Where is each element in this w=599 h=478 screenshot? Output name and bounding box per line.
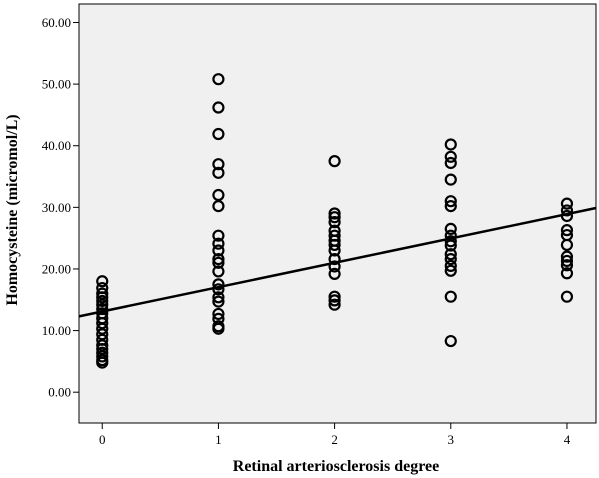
data-point (328, 294, 341, 307)
data-point (444, 290, 457, 303)
y-tick-label: 30.00 (42, 200, 71, 215)
y-axis-title: Homocysteine (micromol/L) (4, 114, 21, 305)
data-point (212, 295, 225, 308)
data-point (328, 244, 341, 257)
data-point (560, 238, 574, 252)
data-point (444, 334, 457, 348)
y-tick-label: 20.00 (42, 261, 71, 276)
data-point (560, 267, 574, 280)
data-point (444, 252, 457, 266)
data-point (328, 155, 341, 168)
y-tick-label: 60.00 (42, 15, 71, 30)
data-point (328, 252, 341, 266)
data-point (212, 127, 225, 141)
data-point (328, 216, 341, 229)
data-point (212, 200, 225, 213)
y-tick-label: 10.00 (42, 323, 71, 338)
data-point (212, 278, 225, 291)
data-point (328, 267, 341, 280)
data-point (212, 283, 225, 296)
x-tick-label: 3 (448, 432, 455, 447)
data-point (212, 265, 225, 278)
data-point (212, 244, 225, 257)
data-point (212, 291, 225, 304)
y-tick-label: 40.00 (42, 138, 71, 153)
data-point (212, 158, 225, 171)
data-point (444, 235, 457, 248)
x-tick-label: 1 (215, 432, 222, 447)
data-point (444, 195, 457, 208)
data-point (96, 275, 109, 288)
data-point (212, 252, 225, 266)
data-point (96, 298, 109, 311)
data-point (560, 250, 574, 263)
data-point (96, 350, 109, 363)
x-axis: 0 1 2 3 4 (99, 423, 571, 447)
y-tick-label: 0.00 (48, 385, 71, 400)
y-axis: 0.00 10.00 20.00 30.00 40.00 50.00 60.00 (42, 15, 79, 400)
data-points (96, 73, 574, 369)
data-point (444, 150, 457, 163)
data-point (444, 264, 457, 277)
data-point (444, 248, 457, 261)
data-point (444, 239, 457, 252)
x-axis-title: Retinal arteriosclerosis degree (233, 458, 439, 475)
data-point (444, 173, 457, 186)
data-point (96, 356, 109, 369)
data-point (212, 229, 225, 242)
data-point (444, 200, 457, 213)
data-point (560, 197, 574, 210)
data-point (212, 307, 225, 321)
data-point (444, 259, 457, 272)
x-tick-label: 2 (331, 432, 338, 447)
data-point (328, 207, 341, 220)
data-point (212, 73, 225, 86)
data-point (328, 211, 341, 224)
data-point (328, 298, 341, 311)
data-point (212, 166, 225, 179)
x-tick-label: 4 (564, 432, 571, 447)
data-point (560, 259, 574, 272)
data-point (328, 290, 341, 303)
data-point (444, 156, 457, 170)
data-point (96, 291, 109, 304)
data-point (560, 224, 574, 237)
data-point (212, 322, 225, 335)
data-point (212, 256, 225, 269)
data-point (444, 138, 457, 151)
x-tick-label: 0 (99, 432, 106, 447)
data-point (328, 260, 341, 273)
data-point (444, 222, 457, 236)
data-point (328, 238, 341, 252)
data-point (560, 290, 574, 303)
data-point (560, 204, 574, 217)
data-point (212, 101, 225, 114)
data-point (560, 254, 574, 268)
data-point (212, 237, 225, 250)
data-point (96, 294, 109, 308)
data-point (560, 209, 574, 223)
y-tick-label: 50.00 (42, 77, 71, 92)
